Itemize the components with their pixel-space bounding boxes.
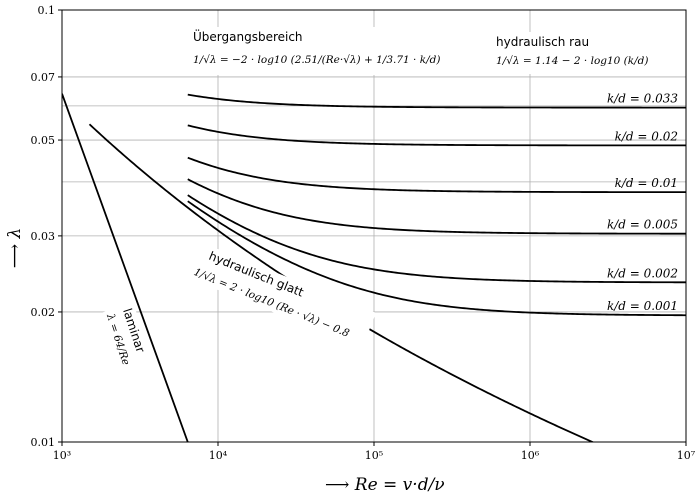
series-k-d-0-01 (187, 156, 686, 194)
x-tick-label: 10⁵ (365, 449, 383, 462)
kd-label: k/d = 0.01 (615, 176, 678, 190)
kd-label: k/d = 0.033 (607, 92, 678, 106)
y-tick-label: 0.03 (31, 230, 56, 243)
series-k-d-0-002 (187, 194, 686, 284)
series-k-d-0-033 (187, 93, 686, 109)
laminar-annotation: laminar λ = 64/Re (100, 302, 152, 371)
y-tick-label: 0.02 (31, 306, 56, 319)
x-axis-title: ⟶ Re = v·d/ν (325, 475, 445, 495)
axis-ticks: 10³ 10⁴ 10⁵ 10⁶ 10⁷ 0.01 0.02 0.03 0.05 0.07 0.1 (31, 4, 696, 462)
uebergang-title: Übergangsbereich (193, 28, 303, 44)
rau-title: hydraulisch rau (496, 35, 589, 49)
uebergang-formula: 1/√λ = −2 · log10 (2.51/(Re·√λ) + 1/3.71… (193, 54, 440, 66)
x-tick-label: 10⁶ (521, 449, 540, 462)
kd-labels: k/d = 0.033 k/d = 0.02 k/d = 0.01 k/d = 0.0… (607, 92, 678, 314)
rau-formula: 1/√λ = 1.14 − 2 · log10 (k/d) (496, 55, 649, 67)
series-laminar (62, 93, 189, 442)
x-tick-label: 10³ (53, 449, 71, 462)
y-tick-label: 0.1 (38, 4, 56, 17)
x-tick-label: 10⁴ (209, 449, 228, 462)
kd-label: k/d = 0.005 (607, 218, 678, 232)
y-tick-label: 0.01 (31, 436, 56, 449)
kd-label: k/d = 0.001 (607, 299, 678, 313)
y-tick-label: 0.05 (31, 134, 56, 147)
rau-annotation: hydraulisch rau 1/√λ = 1.14 − 2 · log10 … (492, 32, 652, 74)
y-tick-label: 0.07 (31, 71, 56, 84)
kd-label: k/d = 0.02 (615, 129, 678, 143)
uebergang-annotation: Übergangsbereich 1/√λ = −2 · log10 (2.51… (188, 27, 440, 75)
series-k-d-0-02 (187, 124, 686, 147)
series-k-d-0-005 (187, 178, 686, 235)
y-axis-title: ⟶ λ (5, 228, 25, 269)
kd-label: k/d = 0.002 (607, 266, 678, 280)
x-tick-label: 10⁷ (677, 449, 696, 462)
curves (62, 93, 686, 442)
series-k-d-0-001 (187, 200, 686, 317)
